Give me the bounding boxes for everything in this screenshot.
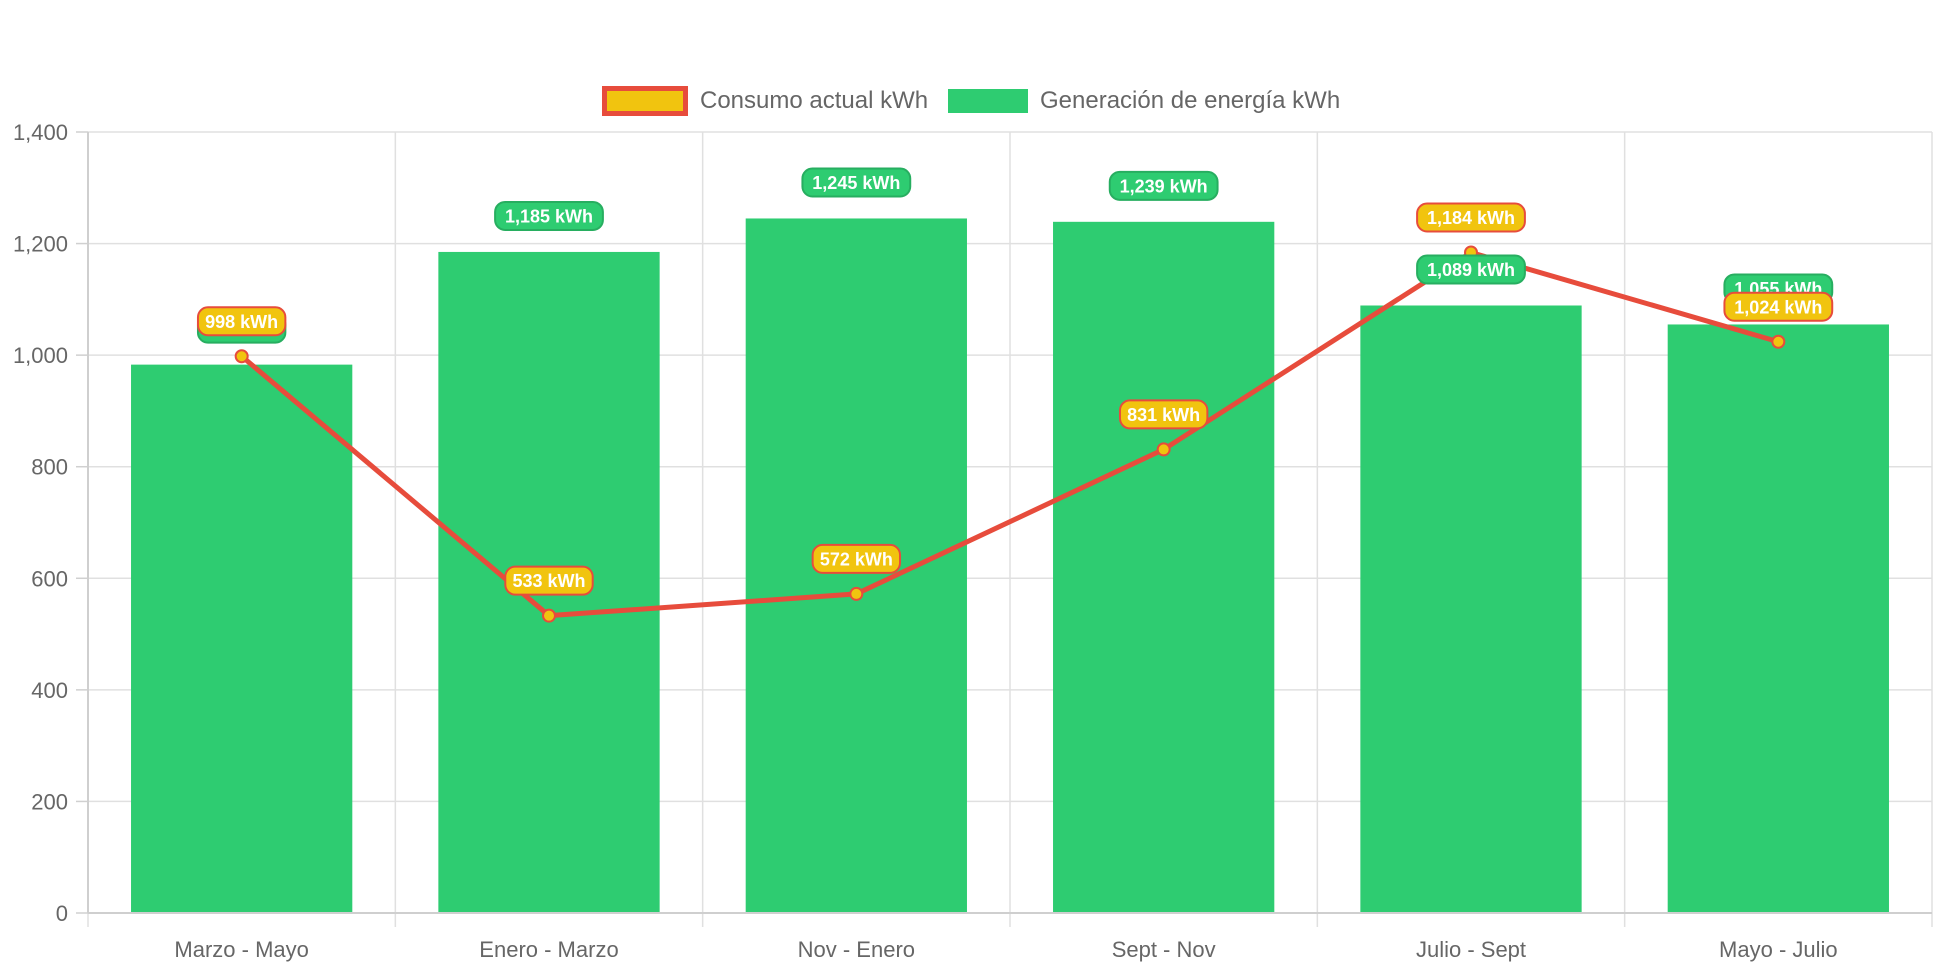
x-tick-label: Nov - Enero [798,937,915,962]
y-tick-label: 200 [31,789,68,814]
data-label-consumo-background [1723,291,1834,322]
data-label-consumo-background [1118,399,1209,430]
x-tick-label: Sept - Nov [1112,937,1216,962]
data-label-consumo-background [811,543,902,574]
y-tick-label: 1,000 [13,343,68,368]
data-label-consumo-text: 998 kWh [205,312,278,332]
data-label-generacion-background [494,200,604,231]
data-label-consumo-background [196,306,287,337]
point-consumo[interactable] [1156,442,1171,457]
data-label-consumo-background [504,565,594,596]
data-label-generacion-text: 1,245 kWh [812,173,900,193]
legend-swatch-generacion [948,89,1028,113]
data-label-generacion-background [1108,170,1219,201]
legend-swatch-consumo [602,86,688,116]
bar-generacion[interactable] [1667,324,1889,914]
y-tick-label: 600 [31,566,68,591]
data-label-consumo-background [1416,202,1526,233]
data-label-consumo-text: 831 kWh [1127,405,1200,425]
data-label-generacion: 1,239 kWh [1108,170,1219,201]
bar-generacion[interactable] [131,364,353,913]
data-label-consumo: 831 kWh [1118,399,1209,430]
point-consumo[interactable] [542,608,556,623]
legend-label-generacion: Generación de energía kWh [1040,87,1341,114]
data-label-generacion: 1,089 kWh [1416,254,1526,285]
data-label-consumo-text: 1,184 kWh [1427,208,1515,228]
data-label-generacion: 1,245 kWh [801,167,912,198]
data-label-generacion-text: 1,089 kWh [1427,260,1515,280]
data-label-consumo-text: 572 kWh [820,549,893,569]
data-label-consumo: 998 kWh [196,306,287,337]
data-label-generacion-text: 1,239 kWh [1120,176,1208,196]
point-consumo[interactable] [1771,334,1786,349]
y-tick-label: 800 [31,455,68,480]
data-label-consumo: 1,024 kWh [1723,291,1834,322]
axes: 0 200 400 600 800 1,000 1,200 1,400 Marzo - Mayo… [13,120,1932,962]
legend: Consumo actual kWh Generación de energía… [0,84,1942,118]
grid [87,131,1933,927]
data-label-consumo: 1,184 kWh [1416,202,1526,233]
legend-label-consumo: Consumo actual kWh [700,87,929,114]
legend-item-generacion[interactable]: Generación de energía kWh [948,84,1340,118]
data-label-generacion-text: 1,185 kWh [505,206,593,226]
legend-item-consumo[interactable]: Consumo actual kWh [602,84,928,118]
y-tick-label: 400 [31,678,68,703]
point-consumo[interactable] [849,586,864,601]
bar-generacion[interactable] [1360,305,1582,914]
y-tick-label: 0 [56,901,68,926]
data-label-generacion-background [801,167,912,198]
bar-generacion[interactable] [1053,221,1275,913]
y-tick-label: 1,400 [13,120,68,145]
y-tick-label: 1,200 [13,232,68,257]
data-label-consumo-text: 1,024 kWh [1734,297,1822,317]
x-tick-label: Enero - Marzo [479,937,618,962]
x-tick-label: Mayo - Julio [1719,937,1838,962]
x-tick-label: Marzo - Mayo [174,937,308,962]
data-label-consumo: 533 kWh [504,565,594,596]
bar-series [131,218,1889,914]
x-tick-label: Julio - Sept [1416,937,1526,962]
data-label-consumo-text: 533 kWh [512,571,585,591]
data-label-consumo: 572 kWh [811,543,902,574]
data-label-generacion-background [1416,254,1526,285]
data-label-generacion: 1,185 kWh [494,200,604,231]
point-consumo[interactable] [234,349,249,364]
